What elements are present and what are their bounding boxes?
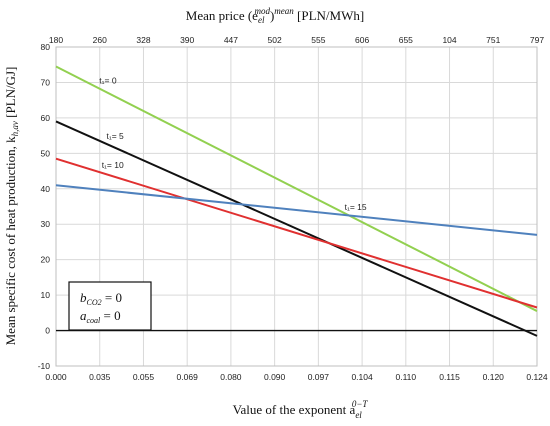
- x-tick-label: 0.115: [439, 372, 460, 382]
- x-tick-label: 0.120: [483, 372, 505, 382]
- y-tick-label: 40: [41, 184, 51, 194]
- x-tick-label: 0.110: [395, 372, 416, 382]
- top-tick-label: 797: [530, 35, 544, 45]
- x-tick-label: 0.055: [133, 372, 155, 382]
- y-tick-label: 20: [41, 255, 51, 265]
- series-line-3: [55, 157, 538, 309]
- x-tick-label: 0.080: [220, 372, 242, 382]
- y-axis-title: Mean specific cost of heat production, k…: [3, 67, 20, 346]
- x-tick-label: 0.090: [264, 372, 286, 382]
- series-line-1: [55, 65, 538, 312]
- top-tick-label: 655: [399, 35, 413, 45]
- x-tick-label: 0.035: [89, 372, 111, 382]
- top-tick-label: 260: [93, 35, 107, 45]
- series-label-1: t₁= 0: [99, 76, 117, 86]
- annotation-box: bCO2 = 0 acoal = 0: [68, 281, 152, 331]
- top-tick-label: 447: [224, 35, 238, 45]
- series-label-2: t₁= 5: [107, 131, 125, 141]
- labels: -10 0 10 20 30 40 50 60 70 80 0.000 180 0.035 260 0.05…: [38, 35, 548, 382]
- annotation-frame: [68, 281, 152, 331]
- y-tick-label: -10: [38, 361, 51, 371]
- series-line-4: [55, 184, 538, 236]
- annotation-line-2: acoal = 0: [80, 308, 121, 325]
- top-tick-label: 555: [311, 35, 325, 45]
- series-line-2: [55, 120, 538, 337]
- y-tick-label: 10: [41, 290, 51, 300]
- y-tick-label: 70: [41, 77, 51, 87]
- x-tick-label: 0.124: [526, 372, 548, 382]
- x-tick-label: 0.000: [45, 372, 67, 382]
- top-tick-label: 180: [49, 35, 63, 45]
- y-tick-label: 80: [41, 42, 51, 52]
- x-tick-label: 0.069: [177, 372, 199, 382]
- x-axis-title: Value of the exponent ael0−T: [233, 399, 369, 420]
- y-tick-label: 30: [41, 219, 51, 229]
- x-tick-label: 0.104: [351, 372, 373, 382]
- series-lines: [55, 65, 538, 337]
- series-label-3: t₁= 10: [102, 160, 124, 170]
- top-tick-label: 502: [268, 35, 282, 45]
- top-tick-label: 606: [355, 35, 369, 45]
- y-tick-label: 0: [45, 326, 50, 336]
- annotation-line-1: bCO2 = 0: [80, 290, 122, 307]
- plot-frame: [55, 46, 538, 367]
- top-tick-label: 328: [136, 35, 150, 45]
- top-tick-label: 390: [180, 35, 194, 45]
- top-axis-title: Mean price (eelmod)mean [PLN/MWh]: [186, 6, 364, 25]
- y-tick-label: 60: [41, 113, 51, 123]
- y-tick-label: 50: [41, 148, 51, 158]
- x-tick-label: 0.097: [308, 372, 330, 382]
- top-tick-label: 751: [486, 35, 500, 45]
- top-tick-label: 104: [442, 35, 456, 45]
- series-label-4: t₁= 15: [345, 202, 367, 212]
